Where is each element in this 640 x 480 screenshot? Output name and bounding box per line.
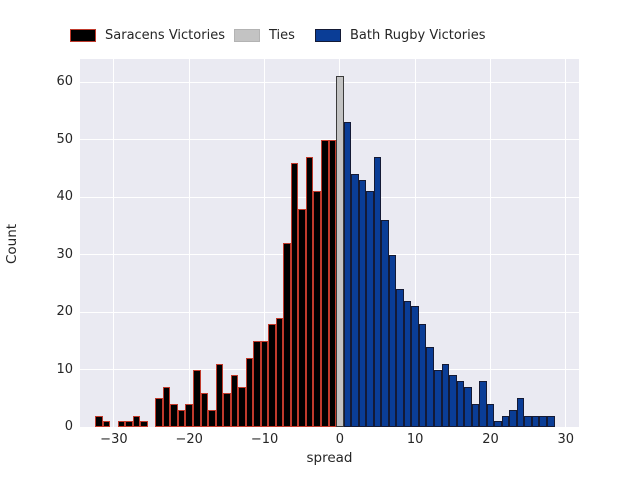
gridline-vertical xyxy=(264,59,266,427)
histogram-bar xyxy=(531,415,540,427)
gridline-vertical xyxy=(188,59,190,427)
histogram-bar xyxy=(321,139,329,427)
x-axis-label: spread xyxy=(306,450,353,466)
y-axis-label: Count xyxy=(4,223,20,265)
histogram-bar xyxy=(411,306,419,427)
y-tick-label: 30 xyxy=(56,246,73,262)
histogram-bar xyxy=(177,409,186,427)
histogram-bar xyxy=(479,381,487,427)
saracens-swatch-icon xyxy=(70,28,96,42)
legend-item-saracens: Saracens Victories xyxy=(70,27,225,43)
y-tick-label: 50 xyxy=(56,131,73,147)
histogram-bar xyxy=(192,369,201,427)
x-tick-label: −10 xyxy=(250,432,279,447)
histogram-bar xyxy=(125,421,133,427)
histogram-bar xyxy=(170,404,178,427)
legend: Saracens Victories Ties Bath Rugby Victo… xyxy=(0,0,640,55)
histogram-bar xyxy=(117,421,126,427)
legend-item-ties: Ties xyxy=(234,27,295,43)
histogram-bar xyxy=(351,174,359,427)
histogram-bar xyxy=(305,156,314,427)
gridline-vertical xyxy=(113,59,115,427)
bath-swatch-icon xyxy=(315,28,341,42)
histogram-bar xyxy=(358,179,367,427)
histogram-bar xyxy=(343,122,352,427)
histogram-bar xyxy=(494,421,502,427)
histogram-bar xyxy=(245,358,254,427)
histogram-bar xyxy=(208,409,216,427)
gridline-vertical xyxy=(565,59,567,427)
histogram-bar xyxy=(441,363,450,427)
y-tick-label: 10 xyxy=(56,361,73,377)
histogram-bar xyxy=(524,415,532,427)
histogram-bar xyxy=(155,398,163,427)
histogram-bar xyxy=(313,191,322,427)
x-tick-label: 30 xyxy=(557,432,575,447)
histogram-bar xyxy=(215,363,224,427)
gridline-vertical xyxy=(489,59,491,427)
x-tick-label: 10 xyxy=(406,432,424,447)
histogram-bar xyxy=(449,375,457,427)
histogram-bar xyxy=(486,404,495,427)
histogram-bar xyxy=(426,346,434,427)
histogram-bar xyxy=(381,220,389,427)
histogram-bar xyxy=(223,392,231,427)
histogram-bar xyxy=(200,392,209,427)
histogram-bar xyxy=(238,386,246,427)
histogram-bar xyxy=(102,421,111,427)
histogram-bar xyxy=(456,381,465,427)
histogram-bar xyxy=(298,208,306,427)
histogram-bar xyxy=(501,415,510,427)
histogram-bar xyxy=(328,139,337,427)
legend-label: Bath Rugby Victories xyxy=(350,27,486,43)
histogram-bar xyxy=(185,404,193,427)
gridline-vertical xyxy=(414,59,416,427)
x-tick-label: 20 xyxy=(482,432,499,447)
histogram-bar xyxy=(283,243,291,427)
histogram-bar xyxy=(396,289,404,427)
x-tick-label: 0 xyxy=(335,432,344,447)
ties-swatch-icon xyxy=(234,28,260,42)
histogram-bar xyxy=(268,323,276,427)
legend-label: Saracens Victories xyxy=(105,27,225,43)
x-tick-label: −30 xyxy=(100,432,128,447)
histogram-bar xyxy=(260,340,269,427)
histogram-bar xyxy=(132,415,141,427)
histogram-bar xyxy=(509,409,517,427)
histogram-bar xyxy=(403,300,412,427)
histogram-bar xyxy=(388,254,397,427)
histogram-bar xyxy=(275,317,284,427)
histogram-bar xyxy=(290,162,299,427)
histogram-bar xyxy=(464,386,472,427)
histogram-bar xyxy=(539,415,547,427)
histogram-bar xyxy=(162,386,171,427)
histogram-bar xyxy=(230,375,239,427)
plot-area xyxy=(80,59,579,427)
legend-item-bath: Bath Rugby Victories xyxy=(315,27,486,43)
y-tick-label: 40 xyxy=(56,189,73,204)
histogram-bar xyxy=(516,398,525,427)
histogram-bar xyxy=(95,415,103,427)
histogram-bar xyxy=(434,369,442,427)
histogram-bar xyxy=(373,156,382,427)
histogram-bar xyxy=(336,76,344,427)
histogram-bar xyxy=(366,191,374,427)
histogram-bar xyxy=(546,415,555,427)
histogram-bar xyxy=(140,421,148,427)
gridline-horizontal xyxy=(80,81,579,83)
y-tick-label: 20 xyxy=(56,304,73,319)
y-tick-label: 60 xyxy=(56,74,73,89)
legend-label: Ties xyxy=(269,27,295,43)
histogram-bar xyxy=(418,323,427,427)
y-tick-label: 0 xyxy=(64,419,73,434)
histogram-bar xyxy=(253,340,261,427)
x-tick-label: −20 xyxy=(175,432,203,447)
histogram-bar xyxy=(471,404,480,427)
